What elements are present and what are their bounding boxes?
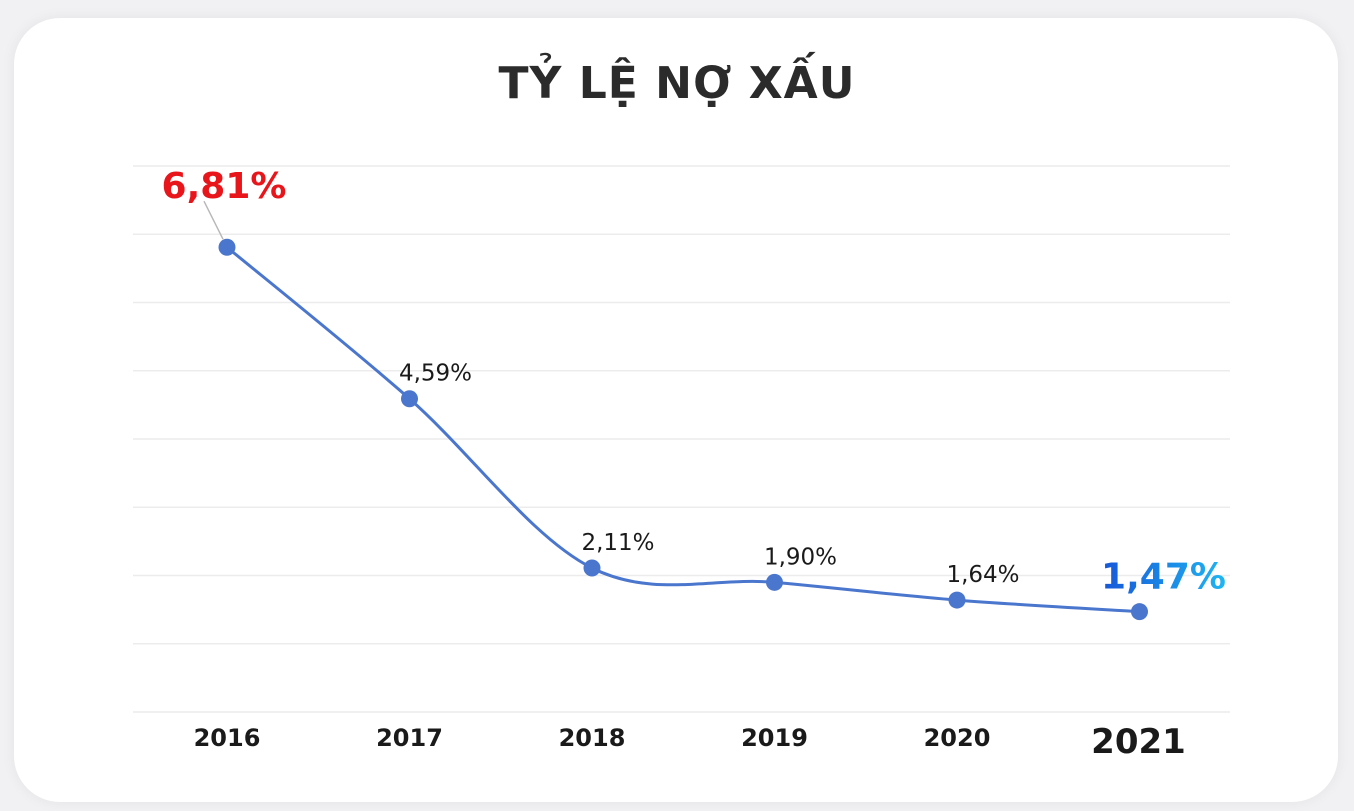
x-tick-2020: 2020: [924, 724, 991, 752]
value-label-2020: 1,64%: [946, 562, 1019, 588]
x-axis-ticks: 2016 2017 2018 2019 2020 2021: [194, 722, 1186, 762]
value-label-2016: 6,81%: [162, 166, 287, 207]
data-labels: 6,81% 4,59% 2,11% 1,90% 1,64% 1,47%: [162, 166, 1226, 597]
data-point-2019: [766, 573, 783, 591]
value-label-2021: 1,47%: [1101, 557, 1226, 598]
x-tick-2016: 2016: [194, 724, 261, 752]
x-tick-2018: 2018: [559, 724, 626, 752]
chart-card: [14, 18, 1338, 802]
x-tick-2019: 2019: [741, 724, 808, 752]
data-point-2020: [948, 591, 966, 609]
chart-title: TỶ LỆ NỢ XẤU: [498, 58, 856, 109]
value-label-2018: 2,11%: [581, 530, 654, 556]
data-point-2018: [583, 559, 601, 577]
data-points: [218, 238, 1148, 621]
value-label-2019: 1,90%: [764, 544, 837, 570]
x-tick-2021: 2021: [1091, 722, 1186, 762]
value-label-2017: 4,59%: [399, 361, 472, 387]
data-point-2017: [401, 390, 418, 408]
series-line: [226, 246, 1140, 614]
leader-line: [203, 200, 224, 240]
grid-lines: [133, 165, 1230, 713]
data-point-2021: [1131, 603, 1148, 621]
data-point-2016: [218, 238, 236, 256]
x-tick-2017: 2017: [376, 724, 443, 752]
